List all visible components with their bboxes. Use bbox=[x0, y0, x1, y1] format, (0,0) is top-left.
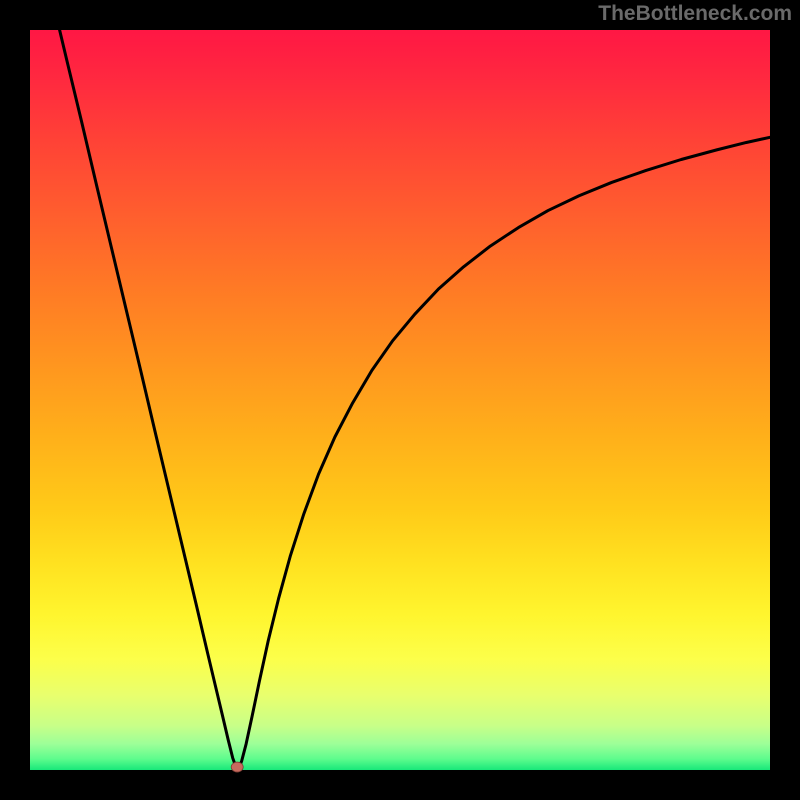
minimum-marker bbox=[231, 762, 243, 772]
figure-container: TheBottleneck.com bbox=[0, 0, 800, 800]
watermark-text: TheBottleneck.com bbox=[598, 2, 792, 26]
plot-background bbox=[30, 30, 770, 770]
bottleneck-chart bbox=[0, 0, 800, 800]
